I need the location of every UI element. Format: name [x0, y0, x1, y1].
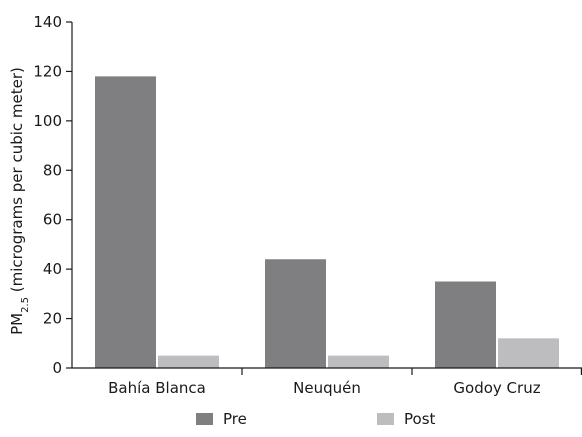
- bar-pre-0: [95, 76, 156, 368]
- bar-pre-2: [435, 281, 496, 368]
- y-tick-label: 120: [33, 62, 62, 80]
- legend: Pre Post: [196, 410, 436, 428]
- x-category-label: Godoy Cruz: [453, 379, 540, 397]
- y-axis-ticks: 0 20 40 60 80 100 120 140: [33, 13, 72, 377]
- x-axis-ticks: Bahía Blanca Neuquén Godoy Cruz: [108, 368, 582, 397]
- x-category-label: Bahía Blanca: [108, 379, 206, 397]
- legend-swatch-pre: [196, 413, 213, 425]
- y-axis-title-suffix: (micrograms per cubic meter): [8, 67, 26, 297]
- y-tick-label: 0: [52, 359, 62, 377]
- bar-post-1: [328, 355, 389, 368]
- y-tick-label: 80: [43, 161, 62, 179]
- x-category-label: Neuquén: [293, 379, 361, 397]
- y-tick-label: 60: [43, 211, 62, 229]
- legend-label-pre: Pre: [223, 410, 247, 428]
- legend-swatch-post: [377, 413, 394, 425]
- y-tick-label: 20: [43, 310, 62, 328]
- bar-post-0: [158, 355, 219, 368]
- bar-post-2: [498, 338, 559, 368]
- bar-pre-1: [265, 259, 326, 368]
- y-tick-label: 40: [43, 260, 62, 278]
- y-axis-title-subscript: 2.5: [20, 297, 31, 313]
- y-axis-title: PM2.5 (micrograms per cubic meter): [8, 67, 31, 335]
- y-axis-title-prefix: PM: [8, 313, 26, 335]
- y-tick-label: 100: [33, 112, 62, 130]
- y-tick-label: 140: [33, 13, 62, 31]
- bars: [95, 76, 559, 368]
- legend-label-post: Post: [404, 410, 436, 428]
